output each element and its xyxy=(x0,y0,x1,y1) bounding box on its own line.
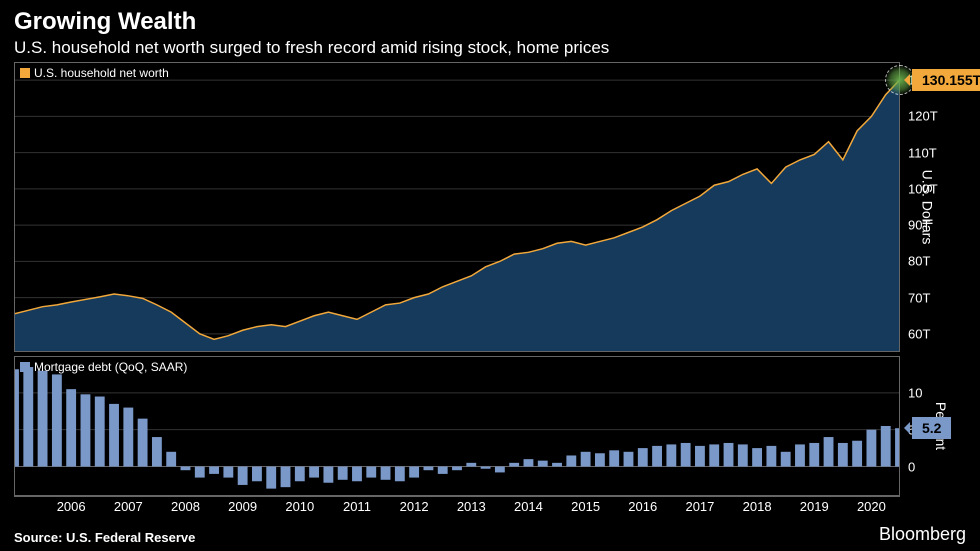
y-tick-label: 110T xyxy=(908,145,937,160)
chart-header: Growing Wealth U.S. household net worth … xyxy=(0,0,980,62)
charts-area: U.S. household net worth 60T70T80T90T100… xyxy=(0,62,980,522)
x-tick-label: 2006 xyxy=(57,499,86,514)
x-tick-label: 2012 xyxy=(400,499,429,514)
x-tick-label: 2016 xyxy=(628,499,657,514)
chart-subtitle: U.S. household net worth surged to fresh… xyxy=(14,38,966,58)
x-tick-label: 2008 xyxy=(171,499,200,514)
brand-text: Bloomberg xyxy=(879,524,966,545)
y-tick-label: 10 xyxy=(908,385,922,400)
mortgage-callout: 5.2 xyxy=(912,417,951,439)
net-worth-y-axis-label: U.S. Dollars xyxy=(920,170,936,245)
legend-swatch xyxy=(20,362,30,372)
legend-swatch xyxy=(20,68,30,78)
net-worth-plot xyxy=(14,62,900,352)
y-tick-label: 120T xyxy=(908,109,938,124)
net-worth-panel: U.S. household net worth 60T70T80T90T100… xyxy=(14,62,900,352)
x-tick-label: 2007 xyxy=(114,499,143,514)
chart-title: Growing Wealth xyxy=(14,8,966,36)
y-tick-label: 70T xyxy=(908,290,930,305)
mortgage-legend: Mortgage debt (QoQ, SAAR) xyxy=(20,360,187,374)
x-tick-label: 2015 xyxy=(571,499,600,514)
x-tick-label: 2010 xyxy=(285,499,314,514)
y-tick-label: 0 xyxy=(908,459,915,474)
mortgage-panel: Mortgage debt (QoQ, SAAR) 0510 Percent 5… xyxy=(14,356,900,496)
x-tick-label: 2009 xyxy=(228,499,257,514)
x-tick-label: 2019 xyxy=(800,499,829,514)
x-tick-label: 2020 xyxy=(857,499,886,514)
x-tick-label: 2017 xyxy=(685,499,714,514)
source-text: Source: U.S. Federal Reserve xyxy=(14,530,195,545)
y-tick-label: 80T xyxy=(908,254,930,269)
x-axis: 2006 2007 2008 2009 2010 2011 2012 2013 2014 2015… xyxy=(14,496,900,520)
mortgage-plot xyxy=(14,356,900,496)
x-tick-label: 2018 xyxy=(743,499,772,514)
legend-label: U.S. household net worth xyxy=(34,66,169,80)
endpoint-marker xyxy=(885,65,915,95)
x-tick-label: 2011 xyxy=(343,499,371,514)
y-tick-label: 60T xyxy=(908,326,930,341)
net-worth-callout: 130.155T xyxy=(912,69,980,91)
net-worth-legend: U.S. household net worth xyxy=(20,66,169,80)
chart-footer: Source: U.S. Federal Reserve Bloomberg xyxy=(0,522,980,551)
x-tick-label: 2014 xyxy=(514,499,543,514)
legend-label: Mortgage debt (QoQ, SAAR) xyxy=(34,360,187,374)
x-tick-label: 2013 xyxy=(457,499,486,514)
